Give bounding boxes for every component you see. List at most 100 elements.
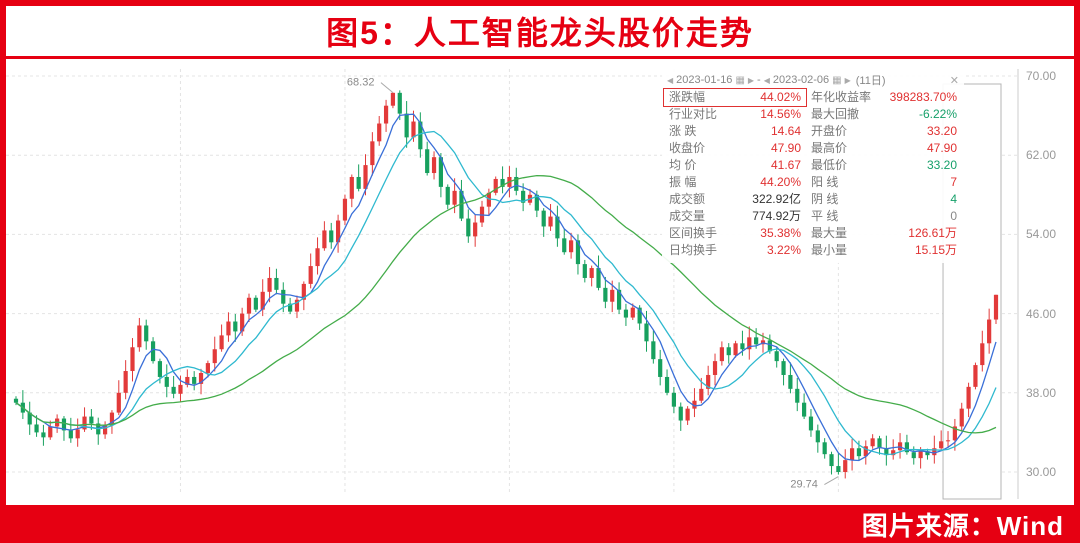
metric-label: 区间换手 <box>669 226 718 240</box>
metric-value: 15.15万 <box>914 243 957 257</box>
panel-metric: 阴 线 4 <box>806 191 962 208</box>
metric-label: 涨 跌 <box>669 124 697 138</box>
panel-row: 振 幅 44.20% 阳 线 7 <box>664 174 962 191</box>
next-date-icon[interactable]: ▶ <box>747 75 755 85</box>
panel-metric: 最大量 126.61万 <box>806 225 962 242</box>
metric-value: -6.22% <box>918 107 957 121</box>
chart-area[interactable]: 68.32 29.74 70.00 62.00 54.00 46.00 38.00 30.0… <box>6 59 1074 505</box>
metric-value: 4 <box>950 192 957 206</box>
date-from[interactable]: 2023-01-16 <box>676 74 733 86</box>
metric-label: 振 幅 <box>669 175 697 189</box>
y-axis-label: 70.00 <box>1026 69 1057 83</box>
metric-label: 最小量 <box>811 243 848 257</box>
panel-row: 均 价 41.67 最低价 33.20 <box>664 157 962 174</box>
next-date-icon[interactable]: ▶ <box>844 75 851 85</box>
metric-value: 322.92亿 <box>752 192 801 206</box>
panel-row: 区间换手 35.38% 最大量 126.61万 <box>664 225 962 242</box>
panel-metric: 成交额 322.92亿 <box>664 191 806 208</box>
metric-label: 年化收益率 <box>811 90 872 104</box>
metric-label: 日均换手 <box>669 243 718 257</box>
panel-row: 日均换手 3.22% 最小量 15.15万 <box>664 242 962 259</box>
page-title: 图5：人工智能龙头股价走势 <box>326 15 754 51</box>
y-axis-label: 54.00 <box>1026 227 1057 242</box>
panel-metric: 收盘价 47.90 <box>664 140 806 157</box>
range-label: (11日) <box>855 75 886 87</box>
metric-value: 44.20% <box>760 175 801 189</box>
metric-label: 涨跌幅 <box>669 90 706 104</box>
panel-metric: 最高价 47.90 <box>806 140 962 157</box>
y-axis-label: 38.00 <box>1026 385 1057 400</box>
y-axis-label: 30.00 <box>1026 465 1057 479</box>
price-chart-svg[interactable]: 68.32 29.74 <box>6 59 1020 505</box>
metric-label: 最低价 <box>811 158 848 172</box>
metric-label: 行业对比 <box>669 107 718 121</box>
metric-value: 41.67 <box>770 158 801 172</box>
panel-metric: 涨跌幅 44.02% <box>664 89 806 106</box>
title-bar: 图5：人工智能龙头股价走势 <box>6 6 1074 56</box>
prev-date-icon[interactable]: ◀ <box>667 75 674 85</box>
metric-label: 阴 线 <box>811 192 839 206</box>
source-bar: 图片来源：Wind <box>0 505 1080 543</box>
panel-metric: 区间换手 35.38% <box>664 225 806 242</box>
panel-metric: 最小量 15.15万 <box>806 242 962 259</box>
panel-metric: 成交量 774.92万 <box>664 208 806 225</box>
metric-value: 7 <box>950 175 957 189</box>
panel-metric: 均 价 41.67 <box>664 157 806 174</box>
date-separator: - <box>757 74 761 86</box>
panel-metric: 振 幅 44.20% <box>664 174 806 191</box>
metric-label: 成交量 <box>669 209 706 223</box>
moving-averages <box>15 113 997 462</box>
panel-row: 行业对比 14.56% 最大回撤 -6.22% <box>664 106 962 123</box>
metric-value: 0 <box>950 209 957 223</box>
metric-value: 47.90 <box>770 141 801 155</box>
stats-panel: ◀ 2023-01-16 ▦ ▶ - ◀ 2023-02-06 ▦ ▶ (11日… <box>662 69 964 263</box>
panel-metric: 年化收益率 398283.70% <box>806 89 962 106</box>
y-axis-label: 62.00 <box>1026 148 1057 163</box>
source-label: 图片来源：Wind <box>861 510 1064 541</box>
metric-label: 成交额 <box>669 192 706 206</box>
panel-metric: 开盘价 33.20 <box>806 123 962 140</box>
metric-value: 14.64 <box>770 124 801 138</box>
panel-metric: 最低价 33.20 <box>806 157 962 174</box>
metric-value: 35.38% <box>760 226 801 240</box>
panel-metric: 阳 线 7 <box>806 174 962 191</box>
panel-metric: 行业对比 14.56% <box>664 106 806 123</box>
annotations: 68.32 29.74 <box>347 77 839 491</box>
panel-metric: 平 线 0 <box>806 208 962 225</box>
prev-date-icon[interactable]: ◀ <box>763 75 770 85</box>
panel-metric: 涨 跌 14.64 <box>664 123 806 140</box>
metric-value: 398283.70% <box>889 90 957 104</box>
metric-label: 最大回撤 <box>811 107 860 121</box>
metric-label: 最高价 <box>811 141 848 155</box>
metric-label: 平 线 <box>811 209 839 223</box>
calendar-icon[interactable]: ▦ <box>832 74 842 86</box>
panel-row: 成交额 322.92亿阴 线 4 <box>664 191 962 208</box>
panel-date-header: ◀ 2023-01-16 ▦ ▶ - ◀ 2023-02-06 ▦ ▶ (11日… <box>664 71 962 89</box>
calendar-icon[interactable]: ▦ <box>735 74 745 86</box>
panel-row: 涨 跌 14.64 开盘价 33.20 <box>664 123 962 140</box>
date-to[interactable]: 2023-02-06 <box>772 74 830 86</box>
metric-label: 开盘价 <box>811 124 848 138</box>
close-icon[interactable]: ✕ <box>949 74 959 87</box>
y-axis-label: 46.00 <box>1026 306 1057 321</box>
metric-label: 阳 线 <box>811 175 839 189</box>
metric-label: 最大量 <box>811 226 848 240</box>
metric-value: 126.61万 <box>908 226 957 240</box>
metric-label: 收盘价 <box>669 141 706 155</box>
svg-text:29.74: 29.74 <box>790 479 818 491</box>
metric-value: 33.20 <box>926 124 957 138</box>
metric-value: 47.90 <box>926 141 957 155</box>
panel-metric: 最大回撤 -6.22% <box>806 106 962 123</box>
panel-metric: 日均换手 3.22% <box>664 242 806 259</box>
metric-label: 均 价 <box>669 158 697 172</box>
metric-value: 14.56% <box>760 107 801 121</box>
metric-value: 33.20 <box>926 158 957 172</box>
content-frame: 图5：人工智能龙头股价走势 68.32 29.74 70.00 62.00 54.00… <box>6 6 1074 505</box>
metric-value: 3.22% <box>766 243 801 257</box>
svg-text:68.32: 68.32 <box>347 77 375 89</box>
panel-row: 涨跌幅 44.02% 年化收益率 398283.70% <box>664 89 962 106</box>
title-divider <box>6 56 1074 59</box>
metric-value: 774.92万 <box>752 209 801 223</box>
panel-row: 收盘价 47.90 最高价 47.90 <box>664 140 962 157</box>
